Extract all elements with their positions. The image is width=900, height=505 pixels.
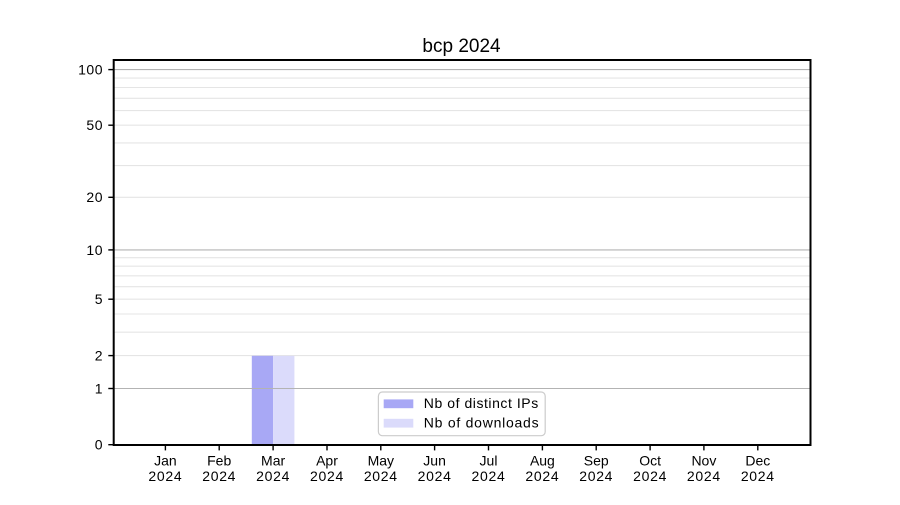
svg-text:2024: 2024: [472, 468, 506, 484]
svg-text:Jul: Jul: [480, 453, 498, 469]
svg-text:2024: 2024: [633, 468, 667, 484]
svg-text:2024: 2024: [202, 468, 236, 484]
svg-text:Dec: Dec: [745, 453, 770, 469]
svg-text:Nb of distinct IPs: Nb of distinct IPs: [424, 395, 539, 411]
svg-text:Feb: Feb: [207, 453, 231, 469]
svg-text:10: 10: [86, 242, 103, 258]
svg-text:May: May: [368, 453, 394, 469]
svg-text:0: 0: [95, 437, 103, 453]
svg-text:2024: 2024: [525, 468, 559, 484]
svg-text:2024: 2024: [364, 468, 398, 484]
svg-text:Oct: Oct: [639, 453, 661, 469]
svg-text:Sep: Sep: [584, 453, 609, 469]
svg-text:Apr: Apr: [316, 453, 338, 469]
svg-text:Mar: Mar: [261, 453, 285, 469]
svg-text:2024: 2024: [256, 468, 290, 484]
svg-text:20: 20: [86, 189, 103, 205]
svg-text:1: 1: [95, 380, 103, 396]
svg-text:Aug: Aug: [530, 453, 555, 469]
svg-text:2024: 2024: [418, 468, 452, 484]
svg-text:bcp 2024: bcp 2024: [422, 36, 501, 57]
svg-text:2024: 2024: [148, 468, 182, 484]
svg-text:50: 50: [86, 117, 103, 133]
svg-text:100: 100: [78, 62, 103, 78]
svg-text:2024: 2024: [579, 468, 613, 484]
svg-text:Jun: Jun: [423, 453, 446, 469]
svg-text:2: 2: [95, 348, 103, 364]
svg-text:Jan: Jan: [154, 453, 177, 469]
svg-text:Nb of downloads: Nb of downloads: [424, 415, 540, 431]
svg-text:Nov: Nov: [691, 453, 716, 469]
svg-text:2024: 2024: [741, 468, 775, 484]
svg-text:2024: 2024: [310, 468, 344, 484]
svg-text:5: 5: [95, 291, 103, 307]
svg-text:2024: 2024: [687, 468, 721, 484]
